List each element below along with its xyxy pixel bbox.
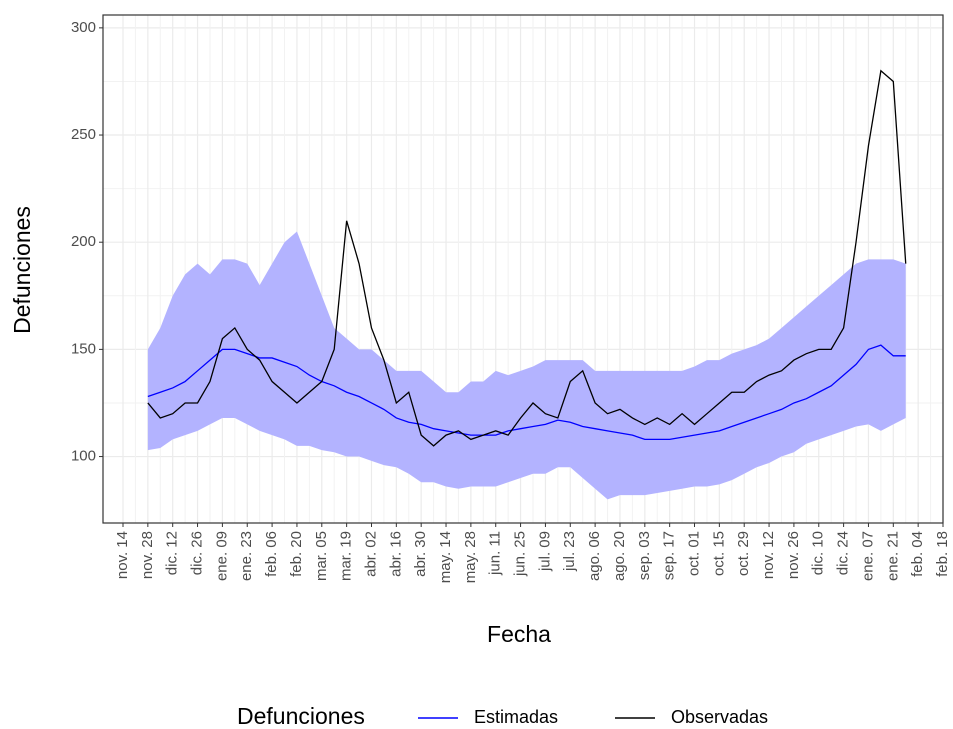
legend-label: Observadas	[671, 707, 768, 727]
x-tick-label: jun. 25	[512, 531, 529, 577]
panel-border	[102, 14, 944, 524]
x-axis-title: Fecha	[487, 621, 551, 647]
y-tick-label: 250	[71, 126, 96, 143]
x-tick-label: abr. 02	[362, 531, 379, 577]
x-tick-label: nov. 12	[760, 531, 777, 579]
x-tick-label: nov. 14	[114, 531, 131, 579]
x-tick-label: ene. 07	[859, 531, 876, 581]
x-tick-label: jun. 11	[487, 531, 504, 576]
x-tick-label: oct. 15	[710, 531, 727, 576]
y-tick-label: 200	[71, 233, 96, 250]
x-tick-label: abr. 16	[387, 531, 404, 577]
legend-title: Defunciones	[237, 703, 365, 729]
line	[147, 69, 907, 447]
x-tick-label: feb. 20	[288, 531, 305, 577]
x-tick-label: ene. 23	[238, 531, 255, 581]
band	[147, 231, 906, 500]
x-tick-label: jul. 09	[536, 531, 553, 572]
x-tick-label: oct. 29	[735, 531, 752, 576]
x-tick-label: sep. 17	[661, 531, 678, 580]
x-tick-label: dic. 10	[810, 531, 827, 575]
x-tick-label: nov. 28	[139, 531, 156, 579]
y-tick-label: 300	[71, 19, 96, 36]
x-tick-label: oct. 01	[685, 531, 702, 576]
x-tick-label: ene. 09	[213, 531, 230, 581]
x-tick-label: may. 28	[462, 531, 479, 583]
x-tick-label: dic. 12	[164, 531, 181, 575]
x-tick-label: dic. 24	[835, 531, 852, 575]
x-tick-label: jul. 23	[561, 531, 578, 572]
y-tick-label: 100	[71, 448, 96, 465]
x-tick-label: abr. 30	[412, 531, 429, 577]
x-tick-label: ene. 21	[884, 531, 901, 581]
y-axis-title: Defunciones	[9, 206, 35, 334]
legend-label: Estimadas	[474, 707, 558, 727]
x-tick-label: feb. 04	[909, 531, 926, 577]
x-tick-label: feb. 06	[263, 531, 280, 577]
x-tick-label: ago. 20	[611, 531, 628, 581]
line	[147, 344, 906, 441]
y-tick-label: 150	[71, 340, 96, 357]
x-tick-label: may. 14	[437, 531, 454, 583]
x-tick-label: feb. 18	[934, 531, 951, 577]
x-tick-label: nov. 26	[785, 531, 802, 579]
x-tick-label: mar. 05	[313, 531, 330, 581]
x-tick-label: dic. 26	[189, 531, 206, 575]
x-tick-label: ago. 06	[586, 531, 603, 581]
x-tick-label: mar. 19	[338, 531, 355, 581]
x-tick-label: sep. 03	[636, 531, 653, 580]
